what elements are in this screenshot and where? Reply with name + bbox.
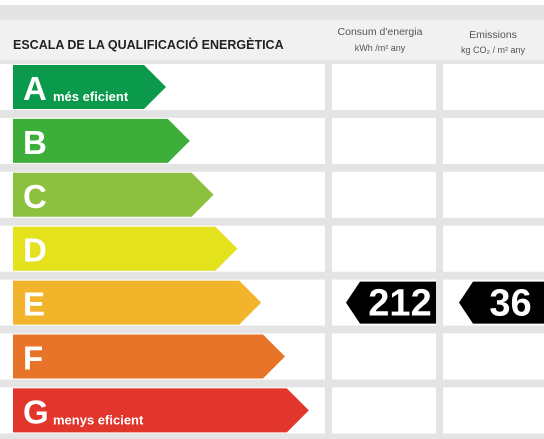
row-cell [443,64,544,110]
rating-letter: A [23,70,47,107]
row-cell [443,171,544,218]
rating-arrow [13,280,262,325]
row-cell [443,387,544,434]
row-cell [332,387,436,434]
value-pointer [459,281,544,324]
row-cell [443,117,544,164]
row-cell [332,333,436,380]
column-unit: kg CO₂ / m² any [461,45,526,55]
rating-letter: C [23,178,47,215]
rating-letter: B [23,124,47,161]
rating-note: menys eficient [53,412,144,427]
value-label: 36 [489,283,531,325]
rating-arrow [13,65,166,109]
rating-arrow [13,226,238,271]
row-cell [332,171,436,218]
rating-arrow [13,172,214,217]
column-title: Consum d'energia [338,26,423,38]
header-band [0,20,544,60]
value-pointer [346,281,436,324]
rating-letter: G [23,393,49,430]
value-label: 212 [368,283,431,325]
row-cell [332,64,436,110]
rating-arrow [13,388,309,433]
rating-letter: E [23,286,45,323]
rating-note: més eficient [53,89,129,104]
rating-arrow [13,118,190,163]
rating-letter: D [23,232,47,269]
column-unit: kWh /m² any [355,43,406,53]
row-cell [332,117,436,164]
column-title: Emissions [469,29,517,41]
rating-arrow [13,334,285,379]
header-title: ESCALA DE LA QUALIFICACIÓ ENERGÈTICA [13,37,284,52]
row-cell [443,333,544,380]
rating-letter: F [23,340,43,377]
row-cell [443,225,544,272]
top-strip [0,0,544,5]
row-cell [332,225,436,272]
